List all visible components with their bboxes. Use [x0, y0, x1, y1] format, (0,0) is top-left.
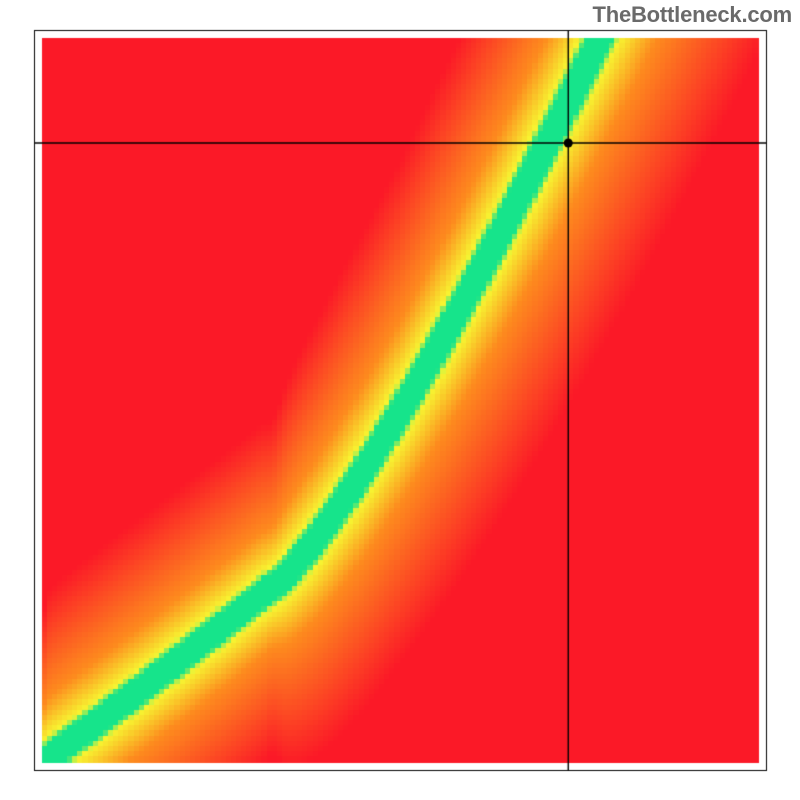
bottleneck-heatmap — [0, 0, 800, 800]
